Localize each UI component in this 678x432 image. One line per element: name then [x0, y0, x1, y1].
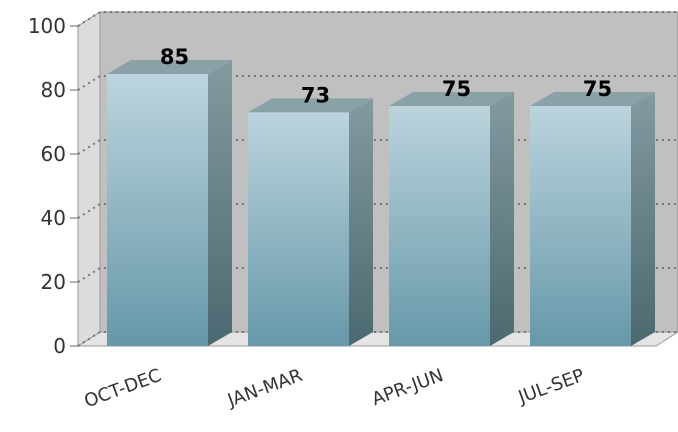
x-tick-label: JUL-SEP: [515, 365, 587, 409]
y-tick-label: 100: [28, 14, 66, 38]
bar-front: [389, 106, 490, 346]
left-wall: [77, 11, 101, 347]
bar: [530, 92, 655, 346]
bar-top: [530, 92, 655, 106]
bar-side: [490, 92, 514, 346]
bar-side: [631, 92, 655, 346]
y-tick-label: 20: [41, 270, 66, 294]
bar: [248, 98, 373, 347]
value-label: 75: [583, 77, 612, 101]
value-label: 75: [442, 77, 471, 101]
bar-front: [530, 106, 631, 346]
bar-side: [208, 60, 232, 346]
bar-front: [107, 74, 208, 346]
bar: [107, 60, 232, 346]
y-tick-label: 80: [41, 78, 66, 102]
y-tick-label: 60: [41, 142, 66, 166]
y-tick-label: 40: [41, 206, 66, 230]
x-tick-label: JAN-MAR: [224, 365, 305, 412]
bar-top: [107, 60, 232, 74]
bar-front: [248, 112, 349, 347]
y-tick-label: 0: [53, 334, 66, 358]
bar: [389, 92, 514, 346]
x-tick-label: APR-JUN: [369, 365, 446, 410]
value-label: 85: [160, 45, 189, 69]
bar-side: [349, 98, 373, 347]
value-label: 73: [301, 83, 330, 107]
bar-top: [248, 98, 373, 113]
x-tick-label: OCT-DEC: [81, 365, 164, 412]
bar-top: [389, 92, 514, 106]
